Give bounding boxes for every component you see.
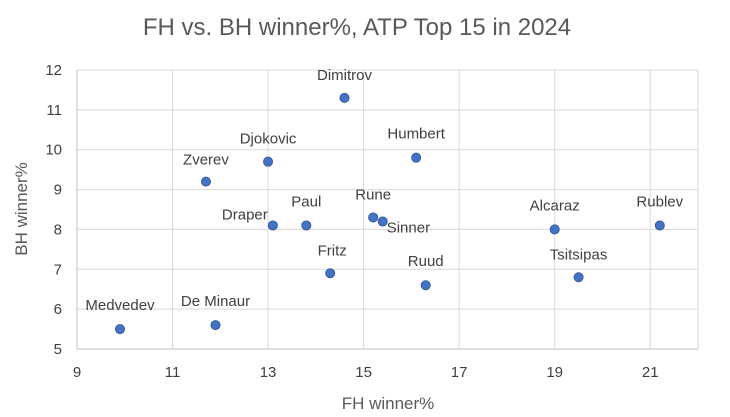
- data-point-label: Ruud: [408, 253, 444, 270]
- data-point-label: Rune: [355, 186, 391, 203]
- data-point-label: Dimitrov: [317, 67, 372, 84]
- data-point: [420, 280, 431, 291]
- data-point-label: Medvedev: [85, 297, 155, 314]
- data-point-label: Alcaraz: [530, 197, 580, 214]
- data-point: [263, 156, 274, 167]
- data-point: [339, 92, 350, 103]
- x-tick-label: 9: [73, 364, 81, 381]
- x-axis-title: FH winner%: [342, 394, 435, 413]
- data-point-label: Paul: [291, 193, 321, 210]
- y-tick-label: 7: [54, 261, 62, 278]
- data-point: [654, 220, 665, 231]
- x-tick-label: 11: [165, 364, 181, 381]
- x-tick-label: 19: [546, 364, 563, 381]
- y-tick-label: 8: [54, 221, 62, 238]
- x-tick-label: 15: [355, 364, 372, 381]
- x-tick-label: 17: [451, 364, 468, 381]
- tick-labels: 5 6 7 8 9 10 11 12 9 11 13 15 17 19 21: [45, 62, 658, 381]
- y-tick-label: 5: [54, 341, 62, 358]
- data-point-label: Sinner: [387, 219, 430, 236]
- data-point: [368, 212, 379, 223]
- data-point-label: Zverev: [183, 152, 229, 169]
- y-tick-label: 6: [54, 301, 62, 318]
- point-labels: Dimitrov Djokovic Zverev Humbert Rune Sinner P…: [85, 67, 683, 314]
- x-tick-label: 21: [642, 364, 659, 381]
- data-point-label: De Minaur: [181, 293, 250, 310]
- y-tick-label: 10: [45, 142, 62, 159]
- y-tick-label: 11: [46, 102, 62, 119]
- data-point: [267, 220, 278, 231]
- data-point: [325, 268, 336, 279]
- data-point: [573, 272, 584, 283]
- x-tick-label: 13: [260, 364, 277, 381]
- data-point-label: Rublev: [636, 193, 683, 210]
- data-points: [114, 92, 665, 335]
- chart-title: FH vs. BH winner%, ATP Top 15 in 2024: [143, 14, 571, 41]
- data-point-label: Draper: [222, 206, 268, 223]
- y-tick-label: 9: [54, 182, 62, 199]
- data-point: [411, 152, 422, 163]
- data-point-label: Tsitsipas: [550, 246, 608, 263]
- y-tick-label: 12: [45, 62, 62, 79]
- data-point-label: Djokovic: [240, 131, 297, 148]
- data-point: [301, 220, 312, 231]
- data-point: [377, 216, 388, 227]
- data-point: [200, 176, 211, 187]
- data-point-label: Humbert: [387, 126, 445, 143]
- data-point: [210, 320, 221, 331]
- data-point: [114, 324, 125, 335]
- y-axis-title: BH winner%: [12, 162, 31, 256]
- data-point-label: Fritz: [318, 242, 347, 259]
- grid: [76, 69, 699, 350]
- data-point: [549, 224, 560, 235]
